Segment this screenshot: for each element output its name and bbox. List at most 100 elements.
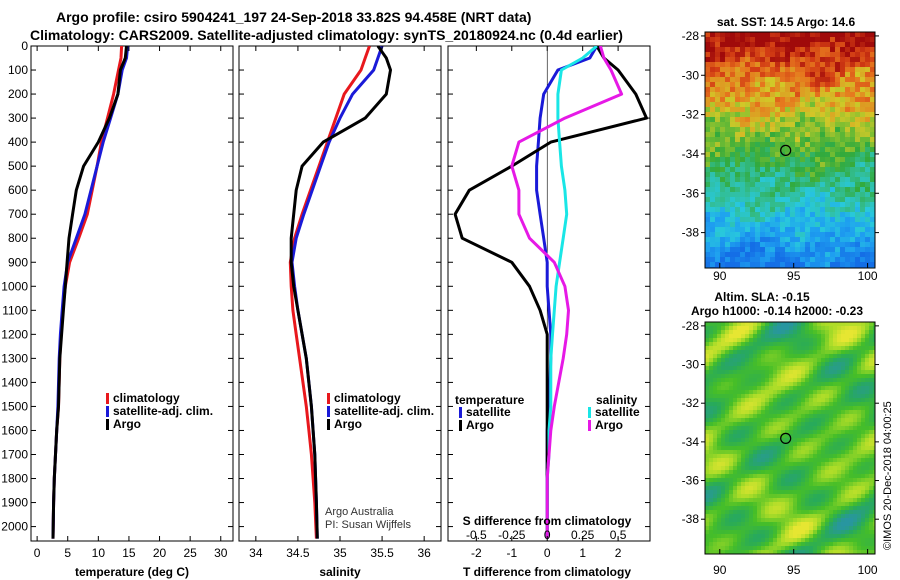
sst-cell — [825, 217, 831, 223]
sla-cell — [809, 502, 814, 507]
sst-cell — [840, 77, 846, 83]
sla-cell — [837, 402, 842, 407]
sla-cell — [705, 382, 710, 387]
sst-cell — [705, 217, 711, 223]
sst-cell — [770, 82, 776, 88]
sla-cell — [825, 346, 830, 351]
sst-cell — [870, 187, 875, 193]
sst-cell — [805, 117, 811, 123]
sla-cell — [857, 362, 862, 367]
sla-cell — [809, 538, 814, 543]
sst-cell — [820, 127, 826, 133]
sla-cell — [773, 550, 778, 554]
sla-cell — [793, 506, 798, 511]
sst-cell — [745, 117, 751, 123]
sst-cell — [740, 227, 746, 233]
sst-cell — [775, 227, 781, 233]
sst-cell — [860, 242, 866, 248]
sla-cell — [777, 350, 782, 355]
sla-cell — [789, 498, 794, 503]
sst-cell — [755, 62, 761, 68]
sla-cell — [781, 326, 786, 331]
sla-cell — [717, 386, 722, 391]
sla-cell — [849, 346, 854, 351]
sst-cell — [825, 112, 831, 118]
sst-cell — [760, 217, 766, 223]
sst-cell — [740, 42, 746, 48]
sla-cell — [813, 542, 818, 547]
sst-cell — [710, 167, 716, 173]
sla-cell — [845, 386, 850, 391]
sla-cell — [781, 474, 786, 479]
sst-cell — [800, 227, 806, 233]
sla-cell — [769, 462, 774, 467]
sst-cell — [835, 147, 841, 153]
sst-cell — [870, 87, 875, 93]
sst-cell — [795, 82, 801, 88]
sst-cell — [795, 217, 801, 223]
sla-cell — [777, 342, 782, 347]
sla-cell — [737, 474, 742, 479]
sla-cell — [789, 542, 794, 547]
sla-cell — [725, 398, 730, 403]
sla-cell — [785, 426, 790, 431]
sst-cell — [870, 227, 875, 233]
sla-cell — [841, 490, 846, 495]
sla-cell — [733, 442, 738, 447]
sst-cell — [735, 262, 741, 268]
sla-cell — [865, 402, 870, 407]
sst-cell — [725, 222, 731, 228]
sst-cell — [855, 172, 861, 178]
sla-cell — [789, 334, 794, 339]
sst-cell — [860, 207, 866, 213]
sst-cell — [825, 82, 831, 88]
sla-cell — [785, 454, 790, 459]
sst-cell — [780, 107, 786, 113]
sst-cell — [715, 162, 721, 168]
sla-cell — [809, 330, 814, 335]
sla-cell — [721, 506, 726, 511]
sla-cell — [761, 462, 766, 467]
sla-cell — [813, 426, 818, 431]
sla-cell — [741, 334, 746, 339]
sla-cell — [873, 550, 875, 554]
sla-cell — [757, 334, 762, 339]
sla-cell — [725, 402, 730, 407]
sla-cell — [841, 458, 846, 463]
sst-cell — [760, 157, 766, 163]
sst-cell — [765, 187, 771, 193]
sst-cell — [705, 212, 711, 218]
sla-cell — [733, 342, 738, 347]
sla-cell — [761, 322, 766, 327]
sla-cell — [765, 534, 770, 539]
sla-cell — [833, 522, 838, 527]
sst-cell — [740, 32, 746, 38]
sla-cell — [729, 474, 734, 479]
sla-cell — [805, 334, 810, 339]
sla-cell — [709, 450, 714, 455]
sla-cell — [749, 546, 754, 551]
sst-cell — [760, 102, 766, 108]
sst-cell — [780, 157, 786, 163]
sla-cell — [705, 454, 710, 459]
sst-cell — [835, 72, 841, 78]
sla-cell — [737, 470, 742, 475]
sla-cell — [729, 498, 734, 503]
sla-cell — [821, 414, 826, 419]
sst-cell — [710, 237, 716, 243]
sla-cell — [757, 538, 762, 543]
sla-cell — [773, 474, 778, 479]
sla-cell — [741, 498, 746, 503]
sla-cell — [757, 386, 762, 391]
sst-cell — [805, 217, 811, 223]
sla-cell — [733, 394, 738, 399]
sst-cell — [785, 87, 791, 93]
sla-cell — [873, 494, 875, 499]
sst-cell — [755, 72, 761, 78]
sla-cell — [837, 330, 842, 335]
sst-cell — [775, 192, 781, 198]
sst-cell — [810, 92, 816, 98]
sst-cell — [745, 212, 751, 218]
sla-cell — [853, 418, 858, 423]
